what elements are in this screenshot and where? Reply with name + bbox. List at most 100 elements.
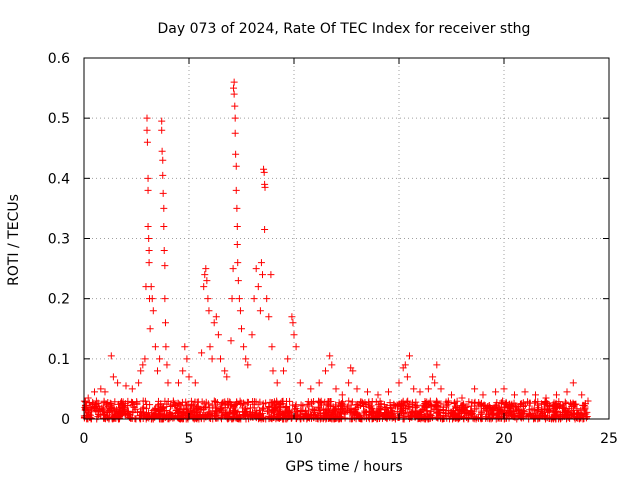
data-point [302,411,310,419]
data-point [465,414,473,422]
data-point [106,405,114,413]
data-point [213,407,221,415]
data-point [361,407,369,415]
data-point [269,367,277,375]
data-point [229,404,237,412]
data-point [511,391,518,399]
data-point [234,277,242,285]
data-point [492,411,500,419]
data-point [232,186,240,194]
data-point [95,411,103,419]
data-point [242,409,250,417]
data-point [300,414,308,422]
data-point [439,403,447,411]
data-point [465,398,473,406]
data-point [139,361,147,369]
data-point [568,409,576,417]
data-point [489,410,497,418]
data-point [395,379,403,387]
data-point [100,397,108,405]
data-point [183,407,191,415]
data-point [549,401,557,409]
data-point [386,401,394,409]
data-point [459,404,467,412]
data-point [200,283,208,291]
data-point [479,391,487,399]
data-point [217,355,224,363]
data-point [461,409,469,417]
data-point [432,399,440,407]
data-point [143,114,151,122]
data-point [374,391,382,399]
data-point [261,225,269,233]
data-point [206,343,214,351]
data-point [133,398,141,406]
data-point [149,406,157,414]
data-point [141,355,149,363]
data-point [270,401,278,409]
data-point [410,385,418,393]
data-point [440,414,448,422]
data-point [491,403,499,411]
y-tick-label: 0.4 [48,171,70,187]
data-point [290,331,298,339]
data-point [530,406,538,414]
y-tick-label: 0.1 [48,352,70,368]
data-point [234,259,242,267]
data-point [154,397,162,405]
data-point [91,388,98,396]
data-point [191,379,199,387]
data-point [519,414,527,422]
data-point [235,295,243,303]
data-point [231,114,239,122]
data-point [143,138,151,146]
data-point [111,398,119,406]
data-point [424,385,432,393]
data-point [471,385,479,393]
x-tick-label: 15 [390,431,408,447]
data-point [214,331,222,339]
data-point [581,403,589,411]
data-point [405,402,413,410]
data-point [174,402,182,410]
data-point [259,404,267,412]
data-point [100,414,108,422]
data-point [425,399,433,407]
data-point [144,174,152,182]
data-point [375,412,383,420]
data-point [175,408,183,416]
data-point [110,407,118,415]
data-point [403,373,411,381]
data-point [329,403,337,411]
y-tick-label: 0.5 [48,111,70,127]
data-point [145,414,153,422]
data-point [406,352,413,360]
data-point [292,408,300,416]
data-point [238,404,246,412]
data-point [260,165,268,173]
data-point [161,295,169,303]
data-point [236,397,244,405]
data-point [203,277,211,285]
data-point [478,399,486,407]
data-point [167,411,175,419]
data-point [159,156,167,164]
data-point [254,400,262,408]
data-point [250,404,258,412]
data-point [100,410,108,418]
data-point [280,409,288,417]
x-axis-label: GPS time / hours [285,459,402,475]
data-point [161,262,169,270]
data-point [495,405,503,413]
data-point [455,414,463,422]
data-point [471,398,479,406]
data-point [412,398,420,406]
data-point [140,403,148,411]
data-point [376,397,384,405]
data-point [145,247,153,255]
data-point [545,402,553,410]
data-point [308,414,316,422]
data-point [399,407,407,415]
data-point [115,404,123,412]
